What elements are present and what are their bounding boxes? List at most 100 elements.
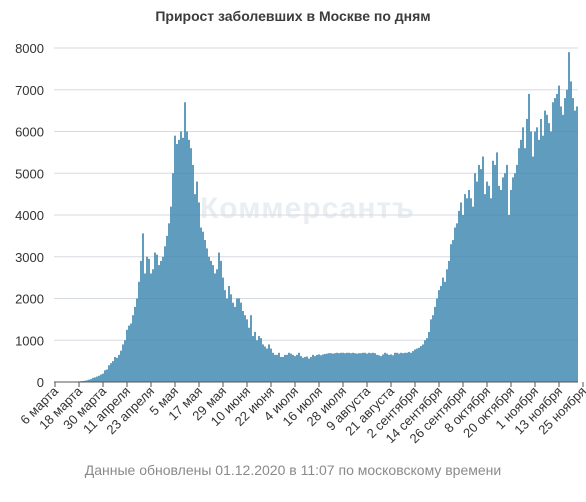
bar [524, 148, 526, 382]
bar [502, 177, 504, 382]
bar [240, 302, 242, 382]
bar [102, 373, 104, 382]
bar [518, 148, 520, 382]
y-tick-label: 6000 [15, 125, 44, 140]
bar [262, 344, 264, 382]
bar [408, 351, 410, 382]
bar [512, 177, 514, 382]
bar [562, 114, 564, 383]
bar [310, 356, 312, 382]
bar [294, 356, 296, 382]
bar [556, 93, 558, 383]
bar [190, 148, 192, 382]
bar [440, 285, 442, 382]
bar [510, 189, 512, 382]
bar [364, 352, 366, 382]
bar [268, 344, 270, 382]
bar [500, 189, 502, 382]
bar [150, 273, 152, 382]
bar [160, 260, 162, 382]
bar [480, 169, 482, 382]
bar [324, 354, 326, 382]
bar [112, 361, 114, 383]
bar [156, 254, 158, 382]
bar [494, 164, 496, 382]
bar [200, 227, 202, 382]
bar [436, 298, 438, 382]
bar [242, 311, 244, 382]
bar [218, 252, 220, 382]
bar [442, 277, 444, 383]
bar [204, 240, 206, 382]
bar [164, 246, 166, 382]
bar [352, 352, 354, 382]
bar [392, 355, 394, 382]
bar [358, 353, 360, 382]
bar [186, 131, 188, 382]
bar [230, 294, 232, 382]
bar [198, 202, 200, 382]
bar [140, 260, 142, 382]
y-tick-label: 3000 [15, 250, 44, 265]
bar [566, 89, 568, 382]
bar [276, 354, 278, 382]
bar [84, 380, 86, 382]
bar [284, 354, 286, 382]
bar [362, 352, 364, 382]
bar [130, 323, 132, 382]
bar [406, 352, 408, 382]
bar [220, 260, 222, 382]
bar [216, 269, 218, 382]
bar [568, 52, 570, 383]
bar [368, 352, 370, 382]
bar [322, 354, 324, 382]
bar [488, 185, 490, 382]
bar [246, 319, 248, 383]
bar [330, 353, 332, 382]
bar [266, 348, 268, 382]
bar [486, 181, 488, 382]
bar [492, 160, 494, 382]
bar [264, 346, 266, 382]
bar [108, 365, 110, 382]
bar [300, 356, 302, 382]
bar [438, 290, 440, 382]
bar [548, 123, 550, 383]
bar [432, 315, 434, 382]
bar [136, 298, 138, 382]
bar [128, 325, 130, 382]
bar [222, 277, 224, 383]
bar [304, 356, 306, 382]
bar [148, 258, 150, 382]
bar [528, 93, 530, 383]
bar [332, 353, 334, 382]
bar [484, 194, 486, 383]
bar [454, 227, 456, 382]
bar [158, 265, 160, 382]
bar [466, 198, 468, 382]
bar [460, 202, 462, 382]
bar [472, 206, 474, 382]
bar [516, 164, 518, 382]
bar [570, 81, 572, 383]
bar [292, 354, 294, 382]
bar [166, 235, 168, 383]
bar [414, 349, 416, 382]
bar [256, 340, 258, 382]
bar [282, 356, 284, 382]
bar [124, 340, 126, 382]
bar [92, 377, 94, 382]
bar [328, 353, 330, 382]
bar [126, 329, 128, 382]
bar [360, 353, 362, 382]
bar [326, 353, 328, 382]
y-axis-ticks: 0 1000 2000 3000 4000 5000 6000 7000 8000 [15, 41, 44, 390]
bar [520, 139, 522, 382]
bar [416, 348, 418, 382]
bar [572, 98, 574, 382]
bar [144, 273, 146, 382]
bar [422, 344, 424, 382]
bar [396, 352, 398, 382]
bar [410, 352, 412, 382]
bar [452, 240, 454, 382]
